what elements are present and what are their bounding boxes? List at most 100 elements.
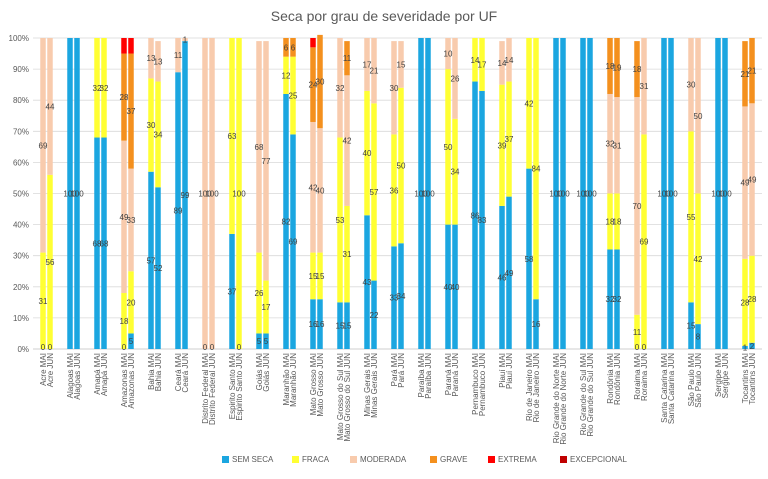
- bar-segment: [398, 41, 404, 88]
- category-label: Rio de Janeiro MAI: [525, 353, 534, 421]
- bar-segment: [121, 53, 127, 141]
- legend-swatch: [488, 456, 495, 463]
- y-tick-label: 90%: [13, 65, 29, 74]
- data-label: 100: [63, 190, 77, 199]
- bar-segment: [371, 103, 377, 281]
- bar-segment: [452, 38, 458, 119]
- data-label: 21: [748, 67, 757, 76]
- bar-segment: [398, 243, 404, 349]
- bar-segment: [128, 38, 134, 54]
- bar-segment: [101, 137, 107, 349]
- data-label: 2: [750, 342, 755, 351]
- category-label: Rio de Janeiro JUN: [532, 353, 541, 423]
- data-label: 39: [498, 141, 507, 150]
- bar-segment: [344, 41, 350, 76]
- category-label: Amazonas MAI: [120, 353, 129, 407]
- data-label: 11: [343, 54, 352, 63]
- category-label: Goiás JUN: [262, 353, 271, 392]
- bar-segment: [695, 324, 701, 349]
- category-label: Sergipe MAI: [714, 353, 723, 397]
- data-label: 5: [257, 337, 262, 346]
- category-label: Rio Grande do Sul JUN: [586, 353, 595, 437]
- data-label: 100: [70, 190, 84, 199]
- data-label: 28: [120, 93, 129, 102]
- data-label: 100: [549, 190, 563, 199]
- data-label: 70: [633, 202, 642, 211]
- data-label: 6: [291, 43, 296, 52]
- data-label: 5: [129, 337, 134, 346]
- bar-segment: [121, 140, 127, 294]
- data-label: 34: [397, 292, 406, 301]
- data-label: 55: [687, 213, 696, 222]
- legend-label: EXCEPCIONAL: [570, 455, 627, 464]
- bar-segment: [688, 131, 694, 303]
- data-label: 40: [316, 186, 325, 195]
- data-label: 18: [613, 217, 622, 226]
- data-label: 53: [336, 216, 345, 225]
- data-label: 34: [154, 130, 163, 139]
- bar-segment: [364, 38, 370, 91]
- bar-segment: [607, 93, 613, 194]
- data-label: 14: [498, 59, 507, 68]
- data-label: 40: [363, 149, 372, 158]
- bar-segment: [607, 38, 613, 94]
- bar-segment: [209, 38, 215, 349]
- data-label: 30: [687, 81, 696, 90]
- bar-segment: [553, 38, 559, 349]
- category-label: Mato Grosso do Sul JUN: [343, 353, 352, 442]
- chart-title: Seca por grau de severidade por UF: [271, 8, 497, 24]
- data-label: 16: [316, 320, 325, 329]
- category-label: Roraima JUN: [640, 353, 649, 401]
- data-label: 31: [640, 82, 649, 91]
- data-label: 50: [694, 112, 703, 121]
- bar-segment: [533, 38, 539, 300]
- data-label: 100: [711, 190, 725, 199]
- data-label: 21: [741, 70, 750, 79]
- bar-segment: [74, 38, 80, 349]
- data-label: 14: [471, 56, 480, 65]
- category-label: Pará JUN: [397, 353, 406, 388]
- bar-segment: [607, 249, 613, 349]
- bar-segment: [344, 75, 350, 206]
- data-label: 36: [390, 186, 399, 195]
- bar-segment: [749, 103, 755, 256]
- bar-segment: [182, 38, 188, 42]
- category-label: Distrito Federal MAI: [201, 353, 210, 424]
- bar-segment: [263, 41, 269, 281]
- bar-segment: [229, 233, 235, 349]
- bar-segment: [40, 252, 46, 349]
- bar-segment: [506, 81, 512, 197]
- data-label: 37: [228, 287, 237, 296]
- data-label: 100: [576, 190, 590, 199]
- category-label: Pará MAI: [390, 353, 399, 386]
- category-label: Amapá JUN: [100, 353, 109, 396]
- data-label: 0: [237, 343, 242, 352]
- legend-swatch: [560, 456, 567, 463]
- bar-segment: [175, 72, 181, 350]
- category-label: Tocantins MAI: [741, 353, 750, 403]
- bar-segment: [742, 41, 748, 107]
- bar-segment: [641, 38, 647, 135]
- bar-segment: [587, 38, 593, 349]
- legend-swatch: [430, 456, 437, 463]
- legend-label: GRAVE: [440, 455, 467, 464]
- category-label: Maranhão MAI: [282, 353, 291, 405]
- bar-segment: [506, 196, 512, 349]
- legend-label: SEM SECA: [232, 455, 274, 464]
- data-label: 42: [694, 255, 703, 264]
- category-label: Alagoas JUN: [73, 353, 82, 400]
- data-label: 30: [316, 78, 325, 87]
- bar-segment: [641, 134, 647, 349]
- y-tick-label: 100%: [9, 34, 29, 43]
- legend-label: FRACA: [302, 455, 330, 464]
- data-label: 0: [635, 343, 640, 352]
- legend-label: EXTREMA: [498, 455, 537, 464]
- category-label: Sergipe JUN: [721, 353, 730, 399]
- bar-segment: [155, 41, 161, 82]
- data-label: 15: [343, 322, 352, 331]
- bar-segment: [533, 299, 539, 349]
- bar-segment: [337, 137, 343, 303]
- data-label: 49: [505, 269, 514, 278]
- category-label: São Paulo MAI: [687, 353, 696, 406]
- data-label: 32: [606, 140, 615, 149]
